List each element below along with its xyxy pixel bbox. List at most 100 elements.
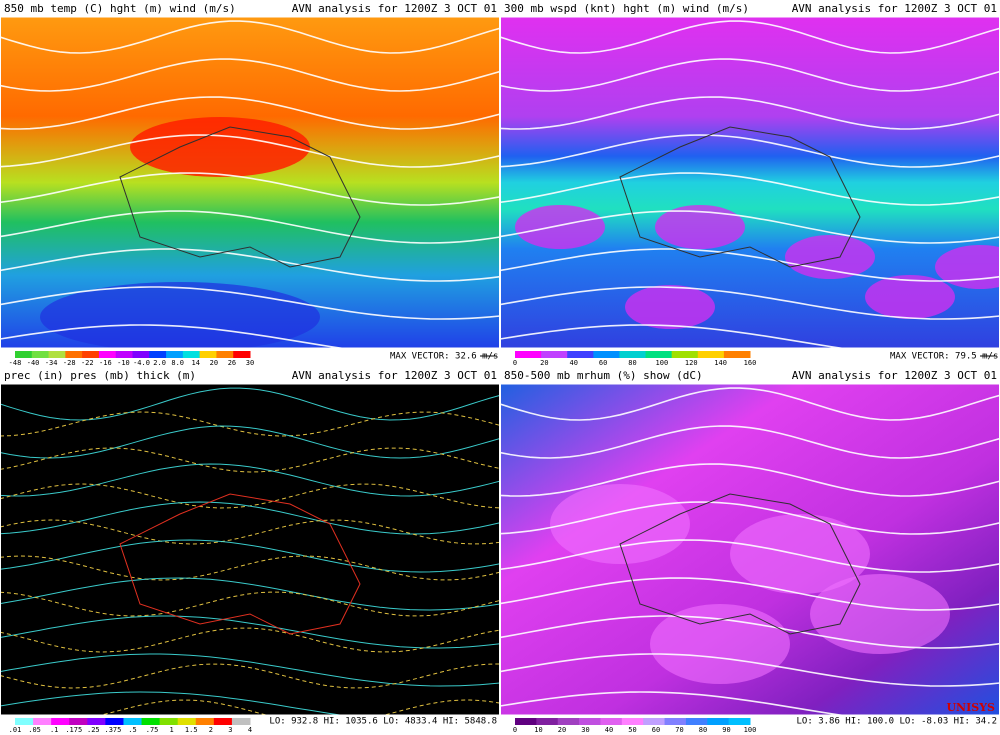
colorbar-swatch (233, 351, 251, 358)
colorbar-swatch (166, 351, 184, 358)
colorbar-label: 1.5 (185, 726, 198, 734)
contour-line (500, 248, 1000, 282)
colorbar-swatch (707, 718, 730, 725)
colorbar-label: 160 (744, 359, 757, 367)
colorbar-label: -40 (27, 359, 40, 367)
panel: 850-500 mb mrhum (%) show (dC) AVN analys… (500, 367, 1000, 734)
contour-line (500, 425, 1000, 459)
cold-pool (40, 282, 320, 348)
colorbar-label: 80 (628, 359, 636, 367)
colorbar-label: 40 (570, 359, 578, 367)
map-area (500, 384, 1000, 715)
map-area (0, 384, 500, 715)
colorbar-label: 80 (699, 726, 707, 734)
colorbar-swatch (15, 351, 33, 358)
contour-line (500, 286, 1000, 320)
contour-line (0, 210, 500, 244)
thickness-line (0, 555, 500, 581)
colorbar-label: -22 (81, 359, 94, 367)
colorbar-label: 0 (513, 726, 517, 734)
colorbar-swatch (728, 718, 751, 725)
contour-line (500, 172, 1000, 206)
contour-line (0, 172, 500, 206)
thickness-line (0, 411, 500, 437)
colorbar-label: 2.0 (153, 359, 166, 367)
colorbar-label: 8.0 (171, 359, 184, 367)
colorbar-label: .5 (128, 726, 136, 734)
colorbar-swatch (33, 718, 52, 725)
colorbar-swatch (515, 351, 542, 358)
colorbar-label: 26 (228, 359, 236, 367)
colorbar-swatch (645, 351, 673, 358)
colorbar-swatch (515, 718, 537, 725)
colorbar-label: 60 (652, 726, 660, 734)
colorbar-swatch (723, 351, 751, 358)
colorbar-swatch (105, 718, 124, 725)
colorbar-label: 90 (722, 726, 730, 734)
contour-line (0, 577, 500, 611)
analysis-time: AVN analysis for 1200Z 3 OCT 01 (292, 369, 497, 382)
coastline (119, 126, 361, 268)
jet-blob (515, 205, 605, 249)
contour-line (500, 653, 1000, 687)
jet-blob (655, 205, 745, 249)
colorbar-label: 100 (656, 359, 669, 367)
colorbar-label: 14 (192, 359, 200, 367)
colorbar-swatch (567, 351, 594, 358)
colorbar-label: 10 (534, 726, 542, 734)
warm-core (130, 117, 310, 177)
colorbar-swatch (195, 718, 215, 725)
contour-line (500, 387, 1000, 421)
contour-line (0, 20, 500, 54)
contour-line (500, 134, 1000, 168)
contour-line (0, 324, 346, 348)
panel-title: 850 mb temp (C) hght (m) wind (m/s) (4, 2, 236, 15)
colorbar-label: 50 (628, 726, 636, 734)
colorbar-label: -4.0 (133, 359, 150, 367)
colorbar-swatch (31, 351, 50, 358)
map-background (0, 384, 500, 715)
colorbar-swatch (685, 718, 708, 725)
panel-border (0, 383, 500, 716)
panel: 850 mb temp (C) hght (m) wind (m/s) AVN a… (0, 0, 500, 367)
humid-blob (810, 574, 950, 654)
colorbar-label: -34 (45, 359, 58, 367)
colorbar-label: .175 (65, 726, 82, 734)
colorbar-label: .05 (28, 726, 41, 734)
contour-line (500, 539, 1000, 573)
colorbar-swatch (87, 718, 106, 725)
colorbar-swatch (231, 718, 251, 725)
contour-line (500, 615, 1000, 649)
panel: prec (in) pres (mb) thick (m) AVN analysi… (0, 367, 500, 734)
analysis-time: AVN analysis for 1200Z 3 OCT 01 (792, 369, 997, 382)
colorbar-label: -48 (9, 359, 22, 367)
contour-line (500, 577, 1000, 611)
max-vector: MAX VECTOR: 32.6 m/s (390, 352, 498, 362)
map-area (0, 17, 500, 348)
contour-line (0, 286, 500, 320)
panel-border (0, 16, 500, 349)
contour-line (0, 58, 500, 92)
header-bar (500, 367, 1000, 384)
contour-line (0, 134, 500, 168)
contour-line (500, 96, 1000, 130)
colorbar-label: 70 (675, 726, 683, 734)
colorbar-swatch (697, 351, 725, 358)
panel-title: prec (in) pres (mb) thick (m) (4, 369, 196, 382)
thickness-line (0, 447, 500, 473)
colorbar-label: 120 (685, 359, 698, 367)
contour-line (0, 691, 344, 715)
colorbar-label: 4 (248, 726, 252, 734)
colorbar-label: 30 (246, 359, 254, 367)
colorbar-swatch (216, 351, 234, 358)
contour-line (500, 501, 1000, 535)
colorbar-label: 2 (209, 726, 213, 734)
jet-blob (785, 235, 875, 279)
colorbar-swatch (65, 351, 83, 358)
contour-line (500, 691, 846, 715)
panel: 300 mb wspd (knt) hght (m) wind (m/s) AVN… (500, 0, 1000, 367)
coastline (119, 493, 361, 635)
thickness-line (0, 627, 500, 653)
colorbar-swatch (98, 351, 117, 358)
